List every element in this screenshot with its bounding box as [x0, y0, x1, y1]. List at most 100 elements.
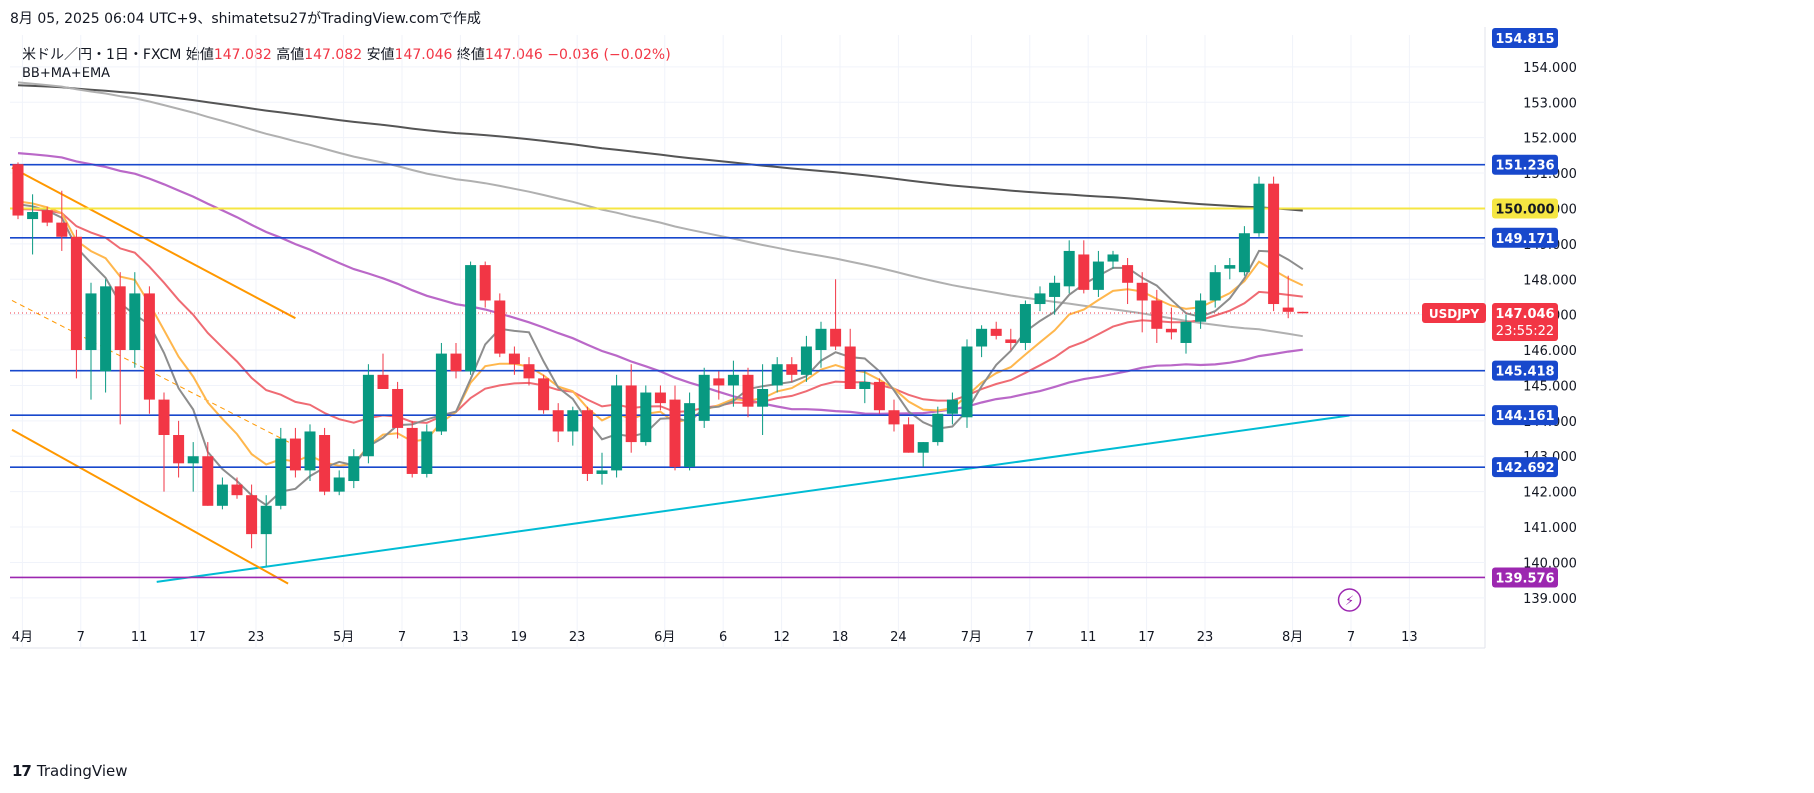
indicators-legend[interactable]: BB+MA+EMA	[22, 66, 111, 81]
candle	[435, 342, 447, 436]
candle-body	[143, 293, 155, 400]
level-tag-label: 154.815	[1495, 32, 1554, 47]
candle	[581, 406, 593, 482]
candle	[698, 367, 710, 428]
level-tag-label: 151.236	[1495, 159, 1554, 174]
symbol-tag-label: USDJPY	[1429, 307, 1480, 321]
candle-body	[1122, 265, 1134, 283]
price-tick-label: 145.000	[1523, 379, 1577, 394]
candle-body	[1019, 304, 1031, 343]
candle	[742, 367, 754, 418]
candle	[932, 406, 944, 446]
level-tag-label: 144.161	[1495, 409, 1554, 424]
candle-body	[1107, 254, 1119, 262]
time-tick-label: 6	[719, 630, 727, 645]
level-tag	[1492, 154, 1558, 175]
time-axis: 4月 7 11 17 23 5月 7 13 19 23 6月 6 12 18 24 7月 7 11 17 23 8月 7 1…	[12, 630, 1418, 645]
candle-body	[932, 413, 944, 443]
candle	[173, 420, 185, 478]
candle	[757, 364, 769, 436]
chart-grid	[10, 27, 1486, 649]
candle	[275, 427, 287, 510]
candle-body	[786, 364, 798, 375]
ohlc-legend: 米ドル／円・1日・FXCM 始値147.082 高値147.082 安値147.…	[22, 44, 671, 64]
candle	[1136, 272, 1148, 333]
candle	[465, 261, 477, 375]
candle-body	[684, 403, 696, 467]
time-tick-label: 7	[398, 630, 406, 645]
candle-body	[158, 399, 170, 436]
candle	[1297, 311, 1309, 314]
candle	[888, 399, 900, 432]
candle-body	[523, 364, 535, 379]
candle	[727, 360, 739, 407]
candle	[129, 272, 141, 368]
candle-body	[129, 293, 141, 351]
candle	[1049, 275, 1061, 315]
candle	[786, 357, 798, 382]
candle-body	[903, 424, 915, 453]
time-tick-label: 18	[832, 630, 849, 645]
price-tick-label: 148.000	[1523, 273, 1577, 288]
candle-body	[27, 211, 39, 220]
time-tick-label: 23	[569, 630, 586, 645]
time-tick-label: 8月	[1282, 630, 1303, 645]
candle-body	[1151, 300, 1163, 329]
time-tick-label: 17	[1138, 630, 1155, 645]
tradingview-brand[interactable]: 17 TradingView	[12, 762, 128, 780]
candle-body	[567, 410, 579, 432]
candle	[903, 417, 915, 453]
candle-body	[1195, 300, 1207, 322]
price-tick-label: 139.000	[1523, 592, 1577, 607]
candle	[304, 424, 316, 482]
candle-body	[246, 495, 258, 535]
time-tick-label: 19	[511, 630, 528, 645]
price-tick-label: 154.000	[1523, 61, 1577, 76]
candle-body	[1136, 282, 1148, 301]
candle-body	[173, 435, 185, 464]
level-tag	[1492, 457, 1558, 478]
candle	[713, 371, 725, 400]
lightning-icon: ⚡	[1345, 594, 1354, 609]
candle-body	[85, 293, 97, 351]
candles	[12, 162, 1309, 566]
candle	[406, 420, 418, 478]
candle	[596, 452, 608, 485]
candle	[830, 279, 842, 351]
candle-body	[611, 385, 623, 471]
candle-body	[333, 477, 345, 492]
candle-body	[698, 374, 710, 421]
candle	[143, 286, 155, 414]
candle-body	[1224, 265, 1236, 269]
candle-body	[260, 505, 272, 535]
candle	[552, 403, 564, 443]
close-value: 147.046	[484, 47, 543, 63]
candle	[1107, 250, 1119, 269]
candle-body	[1092, 261, 1104, 290]
candle-body	[815, 328, 827, 351]
high-value: 147.082	[304, 47, 363, 63]
candle	[1282, 275, 1294, 319]
candle-body	[1063, 250, 1075, 287]
sma-200-line	[17, 84, 1303, 212]
candle	[12, 162, 24, 220]
candle-body	[669, 399, 681, 467]
brand-name: TradingView	[36, 762, 128, 780]
candle-body	[114, 286, 126, 351]
candle-body	[1049, 282, 1061, 297]
price-chart[interactable]: 139.000140.000141.000142.000143.000144.0…	[0, 0, 1814, 750]
candle	[479, 261, 491, 308]
candle	[216, 477, 228, 510]
candle	[41, 206, 53, 227]
candle	[946, 392, 958, 425]
candle	[1151, 289, 1163, 343]
candle-body	[1209, 272, 1221, 301]
sma-50-line	[17, 152, 1303, 415]
time-tick-label: 7	[1026, 630, 1034, 645]
trendlines	[11, 166, 1350, 585]
candle	[654, 385, 666, 411]
candle-body	[625, 385, 637, 443]
orange-dashed-midline	[11, 300, 296, 447]
candle	[450, 342, 462, 379]
candle-body	[465, 265, 477, 372]
